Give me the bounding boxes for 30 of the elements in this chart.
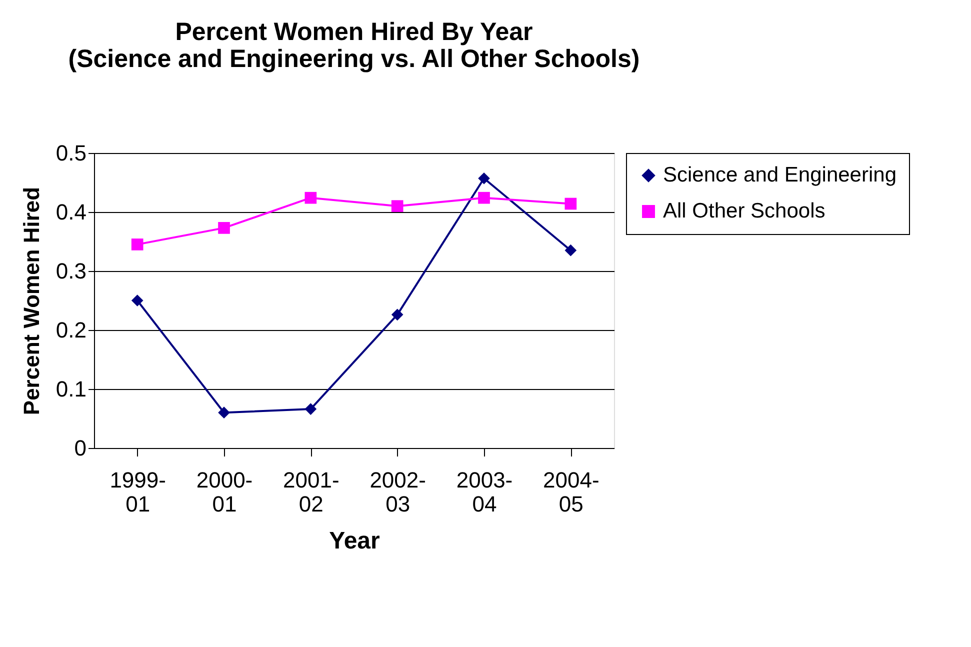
point [131,238,144,250]
point [218,222,230,234]
point [391,308,404,321]
point [564,244,577,256]
x-axis-title: Year [329,528,380,554]
x-tick-label: 2000-01 [196,468,253,516]
legend-label: All Other Schools [663,200,826,222]
x-tick-label: 2001-02 [283,468,340,516]
point [304,403,317,415]
point [564,198,577,210]
y-tick-label: 0 [74,436,86,460]
x-tick-label: 1999-01 [110,468,166,516]
point [218,406,230,419]
y-tick-label: 0.3 [56,258,86,284]
y-tick-label: 0.2 [56,318,86,342]
y-tick-label: 0.1 [56,376,86,402]
point [304,192,317,204]
text: (Science and Engineering vs. All Other Schools) [68,45,640,73]
x-tick-label: 2003-04 [456,468,513,516]
y-axis-title: Percent Women Hired [18,186,44,416]
text: Percent Women Hired By Year [175,18,533,46]
point [391,200,404,212]
point [131,294,144,306]
x-tick-label: 2004-05 [543,468,600,516]
legend-label: Science and Engineering [663,164,897,186]
point [478,172,490,184]
y-tick-label: 0.4 [56,200,86,224]
point [478,192,490,204]
x-tick-label: 2002-03 [370,468,426,516]
y-tick-label: 0.5 [56,140,86,166]
